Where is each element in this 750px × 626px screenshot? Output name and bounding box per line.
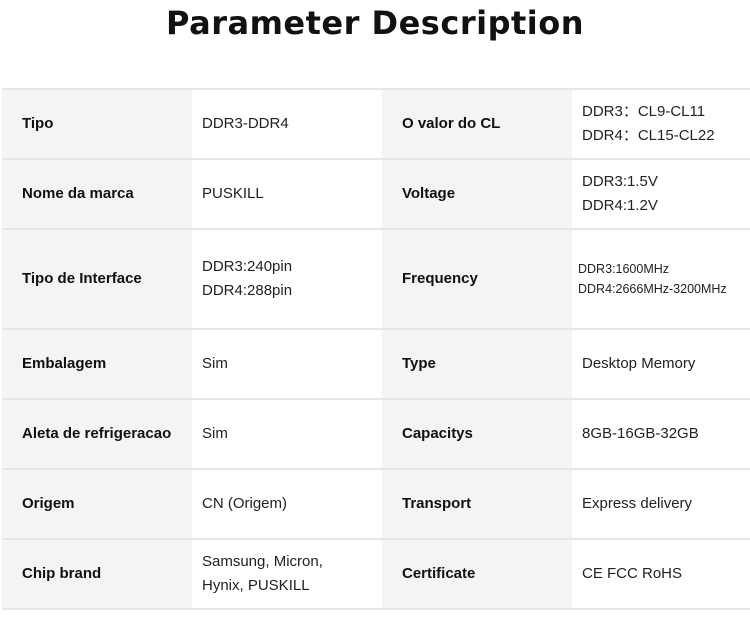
param-label: Origem	[2, 470, 192, 538]
param-value: CE FCC RoHS	[572, 540, 750, 608]
param-value: Sim	[192, 330, 382, 398]
param-value: CN (Origem)	[192, 470, 382, 538]
param-label: Tipo	[2, 90, 192, 158]
param-value: DDR3:1.5V DDR4:1.2V	[572, 160, 750, 228]
param-value-line: Sim	[202, 425, 228, 442]
param-value-line: DDR3:1600MHz	[578, 262, 670, 276]
param-value-line: DDR3:240pin	[202, 258, 293, 275]
param-value-line: Express delivery	[582, 495, 693, 512]
param-value-line: DDR4:2666MHz-3200MHz	[578, 282, 727, 296]
param-value: DDR3:240pin DDR4:288pin	[192, 230, 382, 328]
table-row: Origem CN (Origem) Transport Express delive…	[2, 470, 750, 540]
param-value-line: CE FCC RoHS	[582, 565, 683, 582]
param-value-line: 8GB-16GB-32GB	[582, 425, 699, 442]
param-label: Aleta de refrigeracao	[2, 400, 192, 468]
param-value: Express delivery	[572, 470, 750, 538]
parameter-table: Tipo DDR3-DDR4 O valor do CL DDR3：CL9-CL11 D…	[2, 88, 750, 610]
param-value: PUSKILL	[192, 160, 382, 228]
table-row: Tipo DDR3-DDR4 O valor do CL DDR3：CL9-CL11 D…	[2, 90, 750, 160]
table-row: Aleta de refrigeracao Sim Capacitys 8GB-16G…	[2, 400, 750, 470]
param-value-line: Samsung, Micron,	[202, 553, 323, 570]
param-value-line: DDR3-DDR4	[202, 115, 289, 132]
param-value-line: CN (Origem)	[202, 495, 287, 512]
param-value: DDR3-DDR4	[192, 90, 382, 158]
param-label: O valor do CL	[382, 90, 572, 158]
param-label: Capacitys	[382, 400, 572, 468]
param-value: DDR3:1600MHz DDR4:2666MHz-3200MHz	[572, 230, 750, 328]
param-value: 8GB-16GB-32GB	[572, 400, 750, 468]
param-value-line: Hynix, PUSKILL	[202, 577, 310, 594]
param-value: Samsung, Micron, Hynix, PUSKILL	[192, 540, 382, 608]
param-value-line: PUSKILL	[202, 185, 264, 202]
table-row: Chip brand Samsung, Micron, Hynix, PUSKIL…	[2, 540, 750, 610]
param-label: Frequency	[382, 230, 572, 328]
param-label: Certificate	[382, 540, 572, 608]
param-value: Desktop Memory	[572, 330, 750, 398]
param-value: DDR3：CL9-CL11 DDR4：CL15-CL22	[572, 90, 750, 158]
table-row: Embalagem Sim Type Desktop Memory	[2, 330, 750, 400]
param-label: Chip brand	[2, 540, 192, 608]
page-title: Parameter Description	[166, 4, 584, 42]
param-label: Embalagem	[2, 330, 192, 398]
param-value-line: DDR4:1.2V	[582, 197, 658, 214]
param-value-line: Desktop Memory	[582, 355, 696, 372]
param-value-line: DDR3：CL9-CL11	[582, 103, 706, 120]
param-label: Type	[382, 330, 572, 398]
param-value-line: DDR4:288pin	[202, 282, 293, 299]
param-value-line: DDR4：CL15-CL22	[582, 127, 715, 144]
param-value-line: DDR3:1.5V	[582, 173, 658, 190]
param-value-line: Sim	[202, 355, 228, 372]
param-label: Nome da marca	[2, 160, 192, 228]
param-label: Tipo de Interface	[2, 230, 192, 328]
param-label: Voltage	[382, 160, 572, 228]
param-value: Sim	[192, 400, 382, 468]
table-row: Tipo de Interface DDR3:240pin DDR4:288pin F…	[2, 230, 750, 330]
param-label: Transport	[382, 470, 572, 538]
table-row: Nome da marca PUSKILL Voltage DDR3:1.5V DDR4…	[2, 160, 750, 230]
